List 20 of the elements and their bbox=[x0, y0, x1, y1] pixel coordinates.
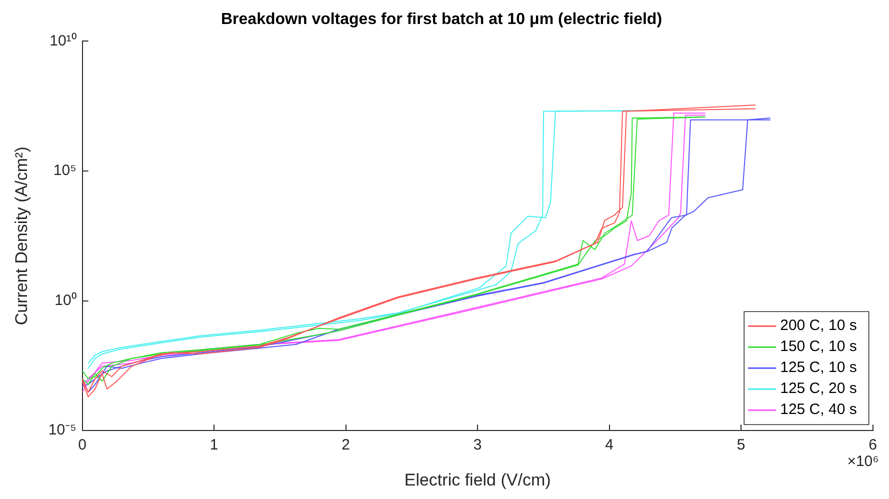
x-tick-label: 4 bbox=[605, 436, 614, 454]
text: ×10⁶ bbox=[847, 453, 879, 470]
y-tick-label: 10⁰ bbox=[54, 292, 76, 309]
x-tick-label: 6 bbox=[868, 436, 877, 454]
y-axis-title: Current Density (A/cm²) bbox=[12, 146, 31, 326]
x-axis-title: Electric field (V/cm) bbox=[404, 470, 551, 490]
x-tick-label: 5 bbox=[736, 436, 746, 454]
chart-title: Breakdown voltages for first batch at 10 μm (electric field) bbox=[220, 11, 662, 28]
y-tick-label: 10¹⁰ bbox=[50, 32, 76, 50]
y-tick-label: 10⁻⁵ bbox=[48, 422, 76, 439]
x-tick-label: 3 bbox=[473, 436, 482, 454]
x-tick-label: 2 bbox=[342, 436, 350, 454]
x-tick-label: 1 bbox=[210, 436, 218, 454]
legend-label: 200 C, 10 s bbox=[780, 317, 857, 334]
legend-label: 150 C, 10 s bbox=[780, 338, 857, 356]
x-tick-label: 0 bbox=[78, 436, 86, 454]
legend-label: 125 C, 20 s bbox=[780, 380, 857, 398]
y-tick-label: 10⁵ bbox=[53, 162, 76, 180]
legend-label: 125 C, 10 s bbox=[780, 359, 857, 376]
legend-label: 125 C, 40 s bbox=[780, 401, 857, 418]
